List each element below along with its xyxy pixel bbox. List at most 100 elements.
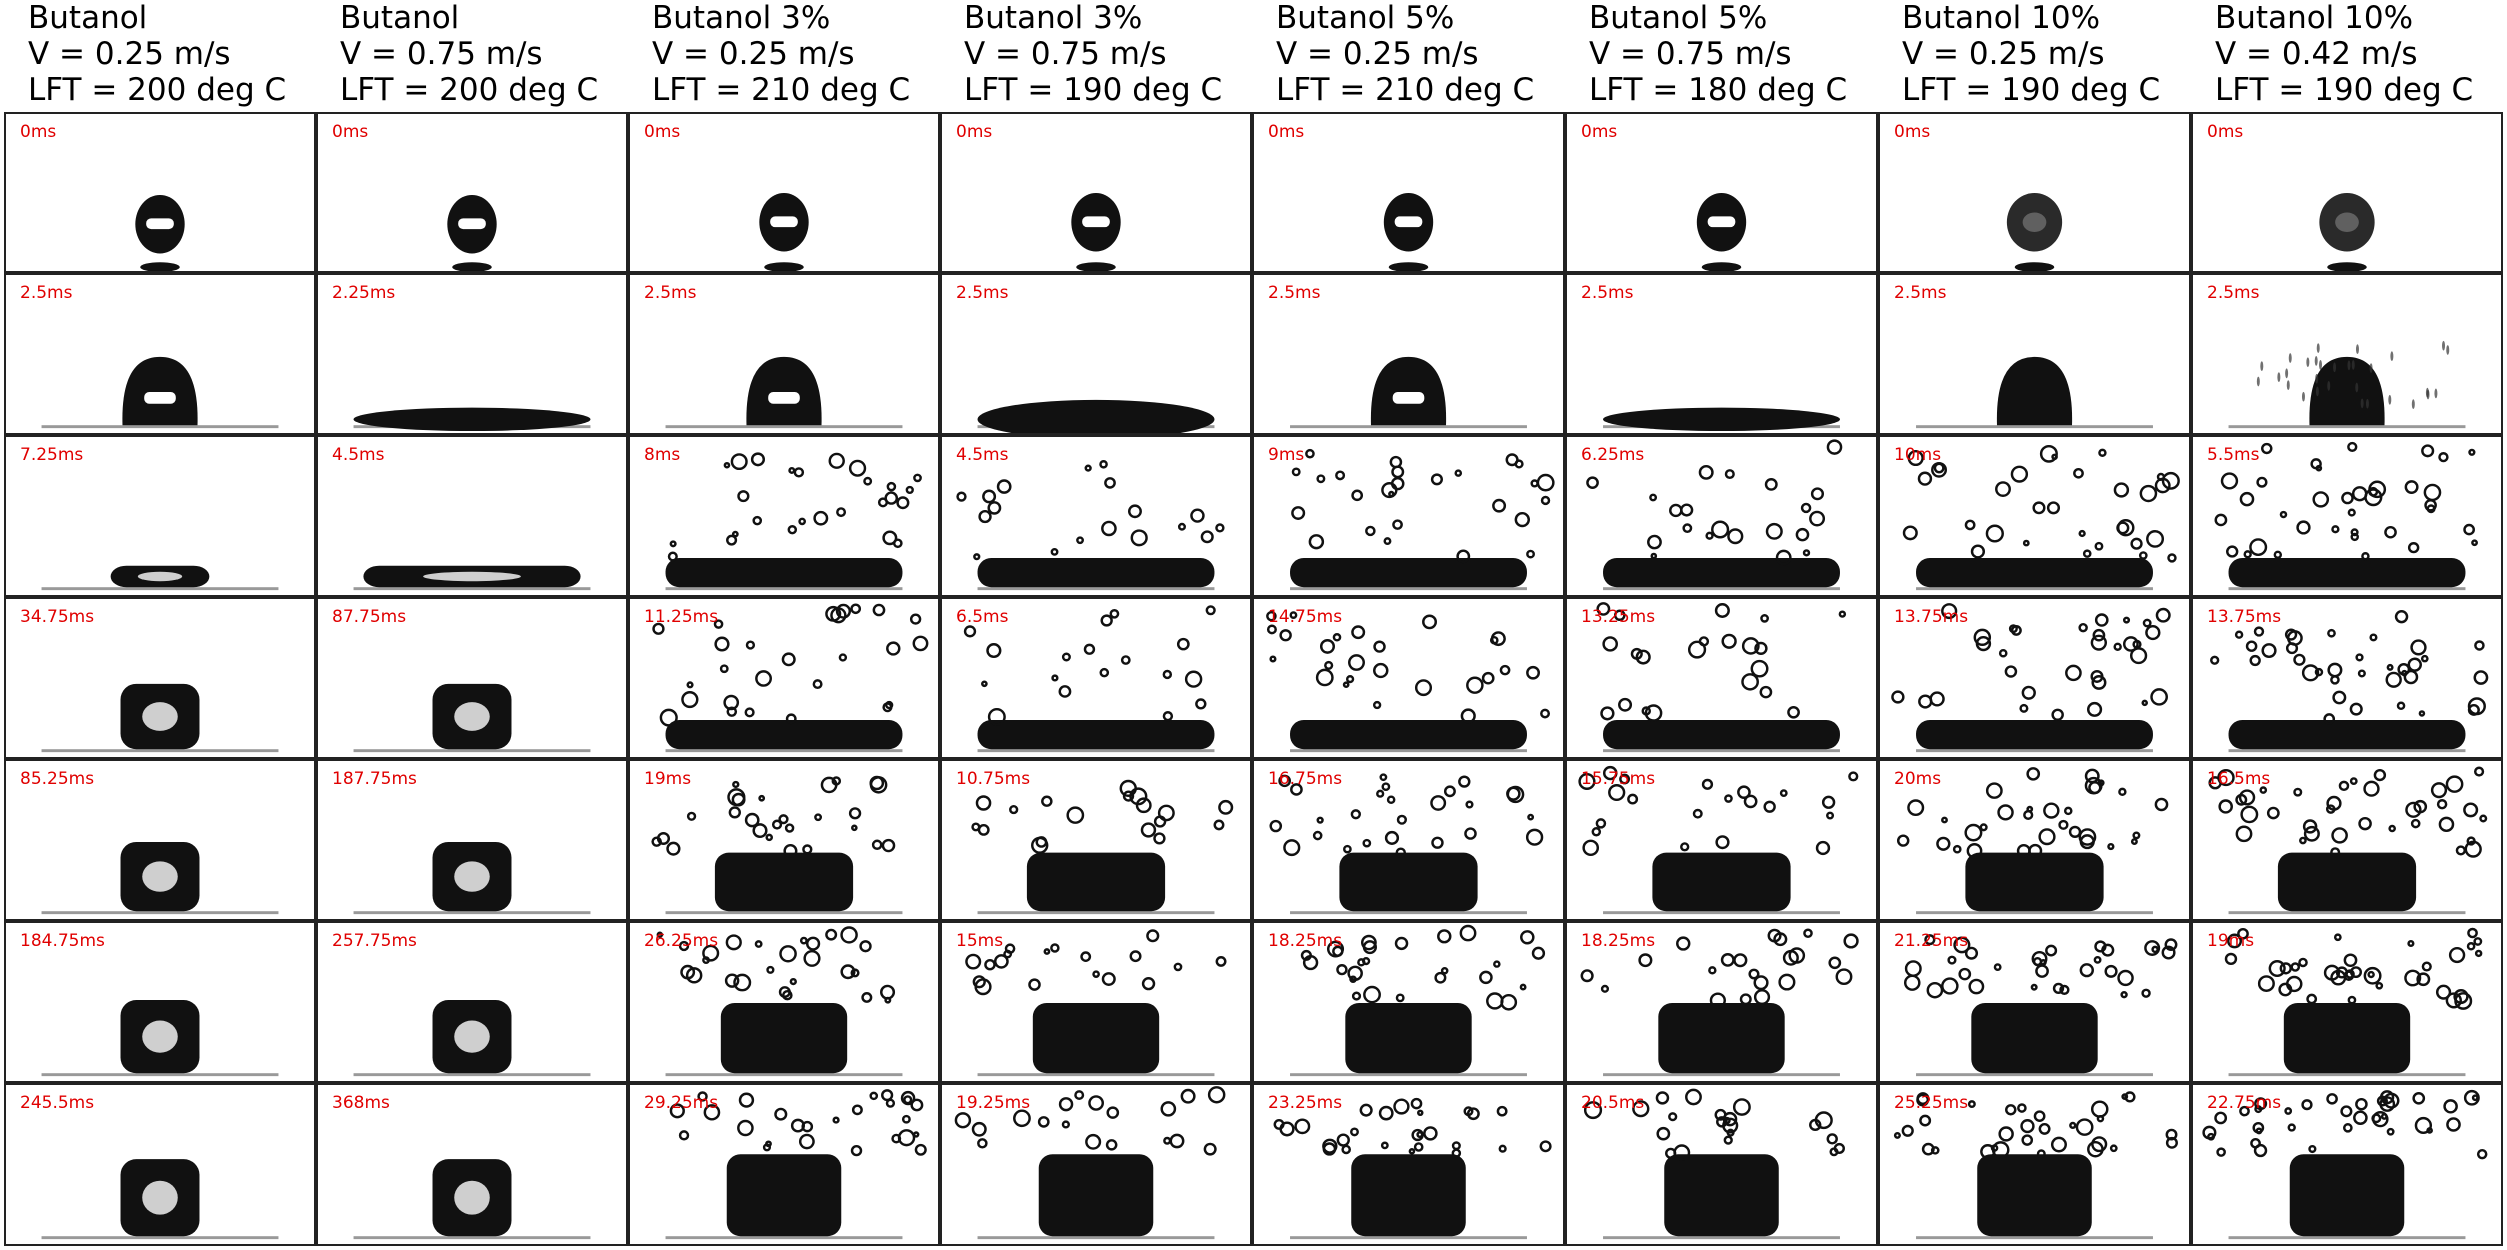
frame-time-label: 6.5ms	[956, 607, 1009, 627]
droplet-frame-drawing	[1290, 356, 1527, 429]
droplet-frame-drawing	[2228, 340, 2466, 429]
column-header-line3: LFT = 190 deg C	[2215, 72, 2474, 108]
droplet-frame-drawing	[1580, 928, 1859, 1077]
droplet-frame-drawing	[1578, 765, 1859, 915]
frame-image: 2.5ms	[1565, 273, 1878, 435]
frame-time-label: 2.5ms	[1894, 283, 1947, 303]
droplet-frame-drawing	[2319, 192, 2375, 271]
droplet-frame-drawing	[1891, 603, 2171, 753]
droplet-frame-drawing	[1903, 934, 2178, 1077]
column-header: Butanol 5% V = 0.75 m/s LFT = 180 deg C	[1589, 0, 1847, 112]
frame-time-label: 34.75ms	[20, 607, 95, 627]
droplet-frame-drawing	[971, 779, 1234, 915]
frame-time-label: 22.75ms	[2207, 1093, 2282, 1113]
column-header-line3: LFT = 200 deg C	[340, 72, 599, 108]
frame-image: 87.75ms	[316, 597, 628, 759]
frame-image: 18.25ms	[1252, 921, 1565, 1083]
frame-image: 0ms	[1878, 112, 2191, 273]
frame-image: 2.25ms	[316, 273, 628, 435]
frame-time-label: 13.75ms	[2207, 607, 2282, 627]
frame-time-label: 8ms	[644, 445, 681, 465]
frame-time-label: 19ms	[2207, 931, 2255, 951]
frame-image: 10.75ms	[940, 759, 1252, 921]
column-header-line3: LFT = 200 deg C	[28, 72, 287, 108]
frame-time-label: 2.5ms	[1581, 283, 1634, 303]
frame-time-label: 85.25ms	[20, 769, 95, 789]
frame-image: 0ms	[628, 112, 940, 273]
column-header-line2: V = 0.75 m/s	[340, 36, 543, 72]
column-header-line2: V = 0.25 m/s	[652, 36, 855, 72]
frame-image: 14.75ms	[1252, 597, 1565, 759]
frame-time-label: 13.75ms	[1894, 607, 1969, 627]
frame-image: 245.5ms	[4, 1083, 316, 1246]
column-header-line2: V = 0.25 m/s	[1276, 36, 1479, 72]
frame-image: 0ms	[4, 112, 316, 273]
frame-time-label: 9ms	[1268, 445, 1305, 465]
droplet-frame-drawing	[956, 460, 1225, 591]
frame-image: 6.25ms	[1565, 435, 1878, 597]
frame-image: 257.75ms	[316, 921, 628, 1083]
droplet-frame-drawing	[1290, 448, 1555, 591]
droplet-frame-drawing	[1071, 192, 1121, 271]
droplet-frame-drawing	[1893, 1091, 2178, 1240]
frame-image: 0ms	[316, 112, 628, 273]
frame-image: 0ms	[940, 112, 1252, 273]
frame-image: 0ms	[2191, 112, 2503, 273]
droplet-frame-drawing	[1273, 1097, 1552, 1240]
frame-image: 2.5ms	[4, 273, 316, 435]
frame-image: 4.5ms	[316, 435, 628, 597]
frame-time-label: 10.75ms	[956, 769, 1031, 789]
frame-time-label: 4.5ms	[956, 445, 1009, 465]
column-header: Butanol 10% V = 0.25 m/s LFT = 190 deg C	[1902, 0, 2160, 112]
frame-time-label: 2.5ms	[20, 283, 73, 303]
frame-image: 15.75ms	[1565, 759, 1878, 921]
frame-image: 19ms	[2191, 921, 2503, 1083]
frame-image: 8ms	[628, 435, 940, 597]
column-header: Butanol V = 0.75 m/s LFT = 200 deg C	[340, 0, 598, 112]
frame-image: 13.25ms	[1565, 597, 1878, 759]
droplet-frame-drawing	[965, 929, 1227, 1077]
droplet-frame-drawing	[1916, 356, 2153, 429]
frame-image: 29.25ms	[628, 1083, 940, 1246]
frame-image: 85.25ms	[4, 759, 316, 921]
frame-time-label: 25.25ms	[1894, 1093, 1969, 1113]
droplet-frame-drawing	[1583, 1088, 1845, 1240]
frame-image: 21.25ms	[1878, 921, 2191, 1083]
droplet-frame-drawing	[651, 775, 903, 915]
droplet-frame-drawing	[652, 603, 929, 753]
frame-image: 23.25ms	[1252, 1083, 1565, 1246]
droplet-frame-drawing	[665, 1089, 927, 1240]
frame-time-label: 245.5ms	[20, 1093, 95, 1113]
column-header: Butanol 5% V = 0.25 m/s LFT = 210 deg C	[1276, 0, 1534, 112]
droplet-frame-drawing	[447, 194, 497, 271]
frame-time-label: 0ms	[1268, 122, 1305, 142]
frame-image: 11.25ms	[628, 597, 940, 759]
frame-time-label: 16.5ms	[2207, 769, 2271, 789]
droplet-frame-drawing	[1896, 767, 2169, 915]
column-header: Butanol 3% V = 0.75 m/s LFT = 190 deg C	[964, 0, 1222, 112]
frame-image: 13.75ms	[1878, 597, 2191, 759]
frame-time-label: 15ms	[956, 931, 1004, 951]
frame-image: 20.5ms	[1565, 1083, 1878, 1246]
column-header: Butanol V = 0.25 m/s LFT = 200 deg C	[28, 0, 286, 112]
frame-image: 2.5ms	[1878, 273, 2191, 435]
droplet-frame-drawing	[1696, 192, 1747, 271]
droplet-frame-drawing	[41, 356, 279, 429]
frame-time-label: 0ms	[1894, 122, 1931, 142]
droplet-frame-drawing	[353, 565, 591, 591]
frame-time-label: 0ms	[2207, 122, 2244, 142]
droplet-frame-drawing	[41, 683, 279, 753]
column-header-line3: LFT = 210 deg C	[1276, 72, 1535, 108]
frame-image: 34.75ms	[4, 597, 316, 759]
frame-image: 20ms	[1878, 759, 2191, 921]
frame-time-label: 21.25ms	[1894, 931, 1969, 951]
frame-time-label: 0ms	[644, 122, 681, 142]
frame-image: 2.5ms	[940, 273, 1252, 435]
frame-image: 6.5ms	[940, 597, 1252, 759]
droplet-frame-drawing	[353, 407, 591, 432]
droplet-frame-drawing	[41, 1159, 279, 1240]
frame-time-label: 20ms	[1894, 769, 1942, 789]
column-header-line1: Butanol 10%	[1902, 0, 2101, 36]
frame-image: 5.5ms	[2191, 435, 2503, 597]
frame-image: 0ms	[1565, 112, 1878, 273]
